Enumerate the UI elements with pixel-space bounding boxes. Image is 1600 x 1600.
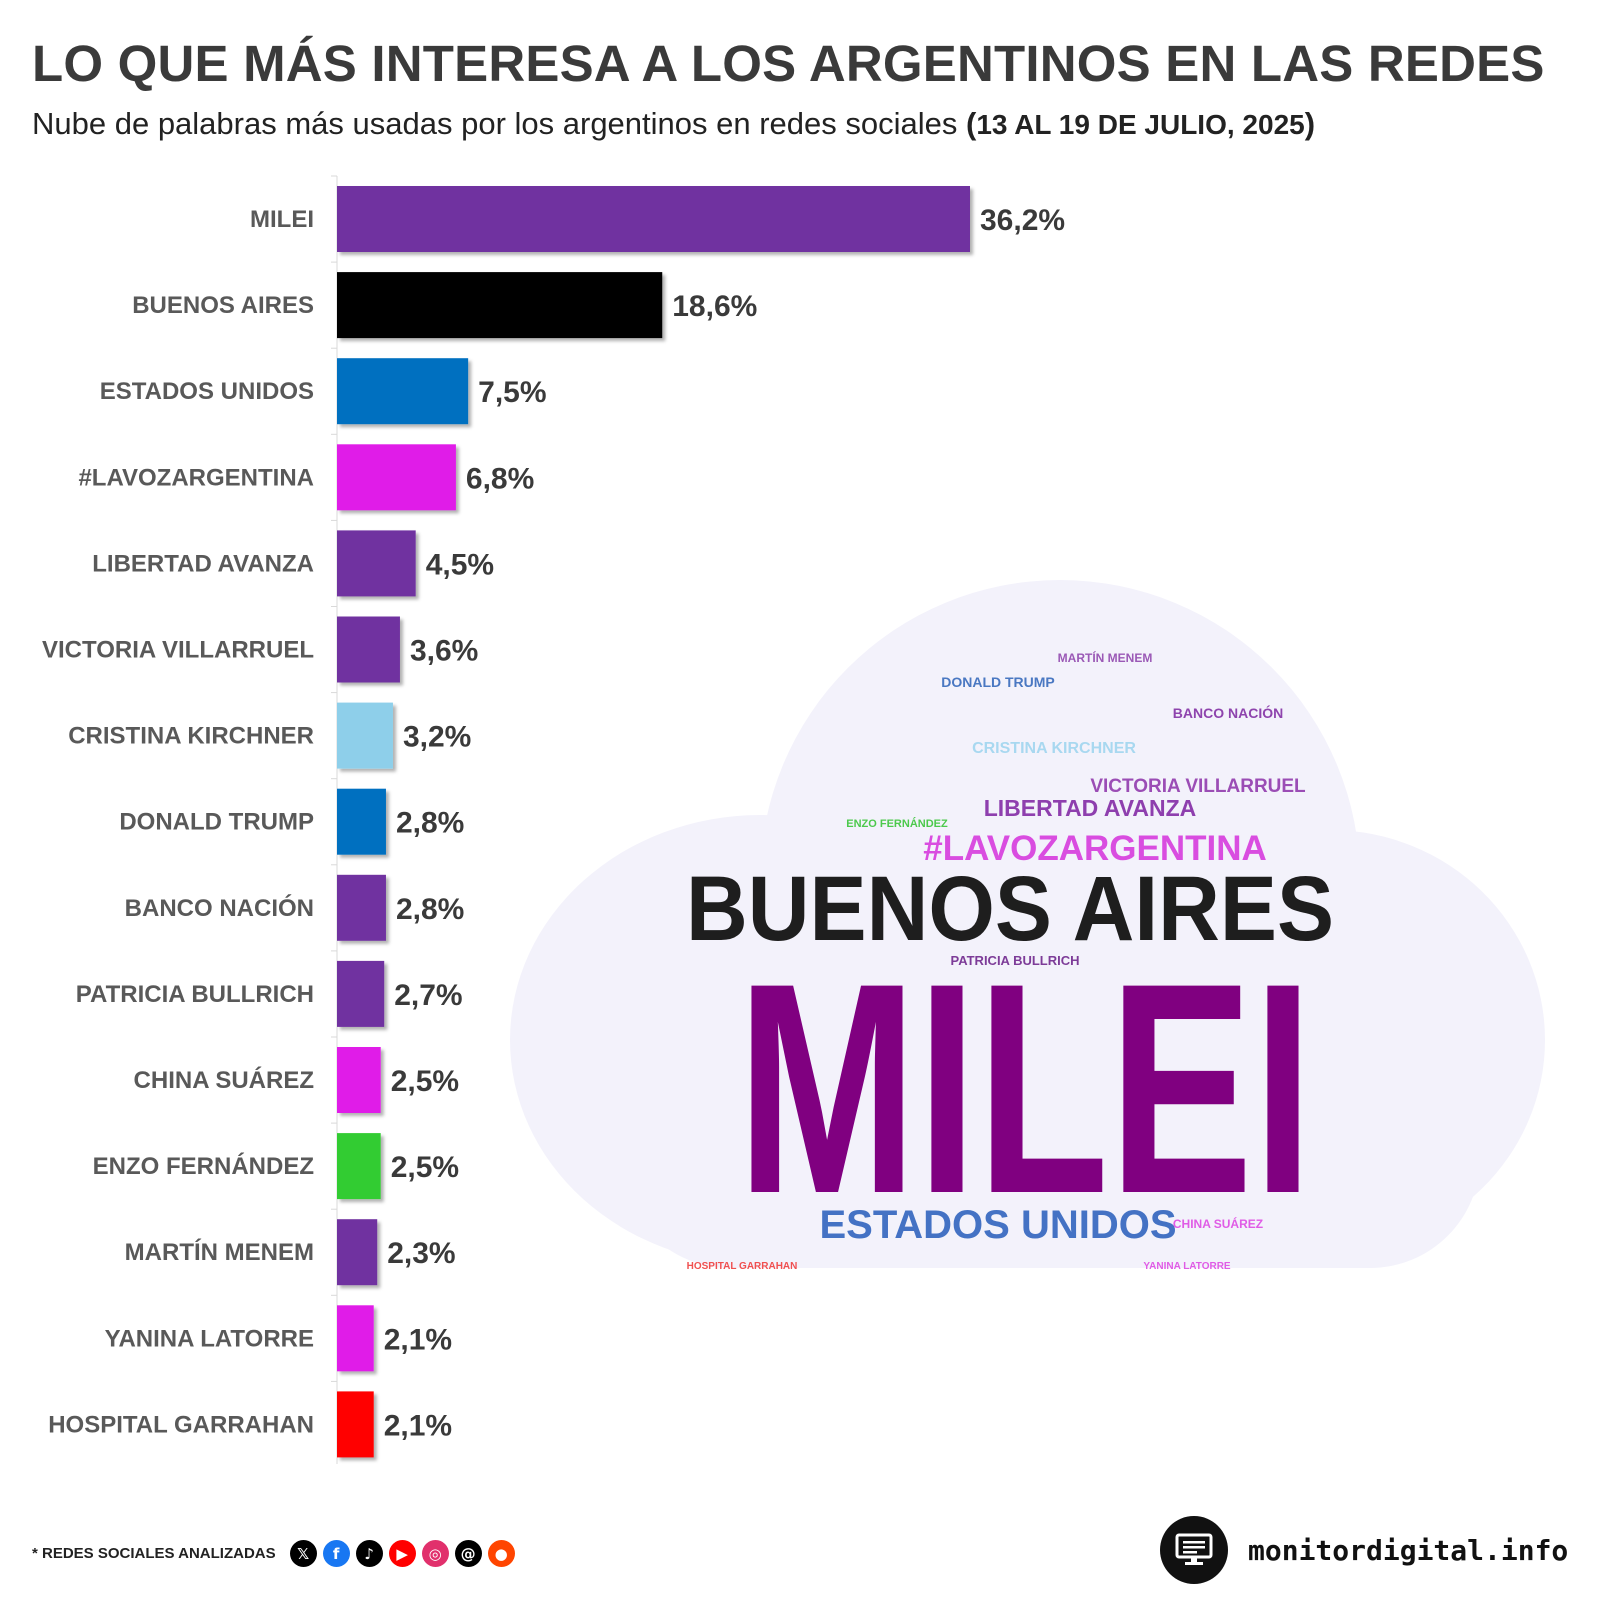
category-label: BUENOS AIRES — [132, 292, 314, 319]
value-label: 2,5% — [391, 1151, 459, 1184]
brand: monitordigital.info — [1160, 1516, 1568, 1584]
category-label: VICTORIA VILLARRUEL — [42, 637, 314, 664]
bar — [337, 702, 393, 769]
bar — [337, 186, 970, 252]
category-label: MILEI — [250, 206, 314, 233]
bar — [337, 530, 416, 597]
value-label: 2,8% — [396, 807, 464, 840]
bar — [337, 1391, 374, 1458]
value-label: 3,2% — [403, 721, 471, 754]
category-label: CRISTINA KIRCHNER — [68, 723, 314, 750]
x-icon: 𝕏 — [289, 1540, 317, 1567]
bar — [337, 960, 385, 1027]
bars-layer: MILEI 36,2% BUENOS AIRES 18,6% ESTADOS UNIDO… — [42, 175, 1065, 1464]
category-label: MARTÍN MENEM — [125, 1238, 314, 1266]
category-label: CHINA SUÁREZ — [134, 1066, 314, 1094]
value-label: 2,3% — [387, 1237, 455, 1270]
bar — [337, 788, 386, 855]
subtitle-close-paren: ) — [1304, 106, 1316, 141]
bar — [337, 616, 400, 683]
value-label: 2,5% — [391, 1065, 459, 1098]
value-label: 7,5% — [478, 376, 546, 409]
subtitle-open-paren: ( — [966, 106, 977, 141]
threads-icon: @ — [454, 1540, 482, 1567]
category-label: ESTADOS UNIDOS — [100, 378, 314, 405]
page-title: LO QUE MÁS INTERESA A LOS ARGENTINOS EN … — [32, 35, 1545, 92]
youtube-icon: ▶ — [388, 1540, 416, 1567]
bar — [337, 1133, 381, 1200]
value-label: 2,1% — [384, 1323, 452, 1356]
category-label: YANINA LATORRE — [105, 1325, 314, 1352]
networks-note: * REDES SOCIALES ANALIZADAS — [32, 1545, 276, 1562]
subtitle-date: 13 AL 19 DE JULIO, 2025 — [976, 109, 1305, 140]
value-label: 2,1% — [384, 1409, 452, 1442]
bar — [337, 444, 456, 511]
category-label: ENZO FERNÁNDEZ — [93, 1152, 314, 1180]
bar — [337, 1305, 374, 1372]
subtitle-text: Nube de palabras más usadas por los arge… — [32, 106, 966, 141]
page-subtitle: Nube de palabras más usadas por los arge… — [32, 106, 1315, 142]
reddit-icon: ● — [487, 1540, 515, 1567]
bar — [337, 358, 469, 425]
bar — [337, 1047, 381, 1113]
category-label: #LAVOZARGENTINA — [78, 464, 314, 491]
category-label: DONALD TRUMP — [119, 809, 314, 836]
tiktok-icon: ♪ — [355, 1540, 383, 1567]
category-label: HOSPITAL GARRAHAN — [48, 1411, 314, 1438]
value-label: 3,6% — [410, 635, 478, 668]
value-label: 2,8% — [396, 893, 464, 926]
facebook-icon: f — [322, 1540, 350, 1567]
instagram-icon: ◎ — [421, 1540, 449, 1567]
category-label: BANCO NACIÓN — [125, 894, 314, 922]
category-label: LIBERTAD AVANZA — [92, 550, 314, 577]
brand-name[interactable]: monitordigital.info — [1248, 1533, 1569, 1567]
bar — [337, 272, 663, 339]
bar — [337, 874, 386, 941]
bar — [337, 1219, 378, 1286]
value-label: 2,7% — [394, 979, 462, 1012]
category-label: PATRICIA BULLRICH — [76, 981, 314, 1008]
value-label: 4,5% — [426, 548, 494, 581]
monitor-icon — [1160, 1516, 1228, 1584]
value-label: 18,6% — [672, 290, 757, 323]
value-label: 36,2% — [980, 204, 1065, 237]
value-label: 6,8% — [466, 462, 534, 495]
